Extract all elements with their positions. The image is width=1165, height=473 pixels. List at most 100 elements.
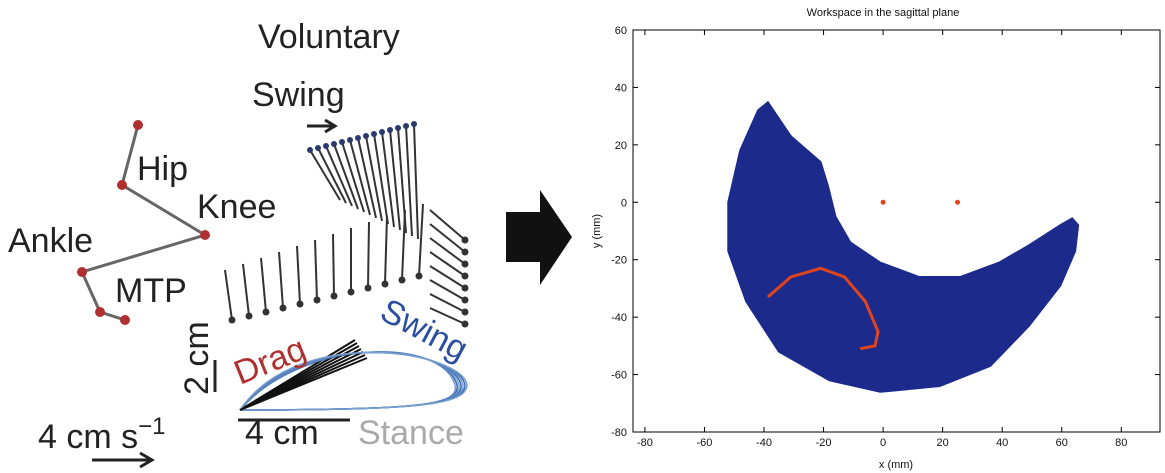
stick-joint — [355, 135, 361, 141]
stick — [389, 129, 401, 231]
stick-joint — [347, 137, 353, 143]
stick — [325, 145, 353, 207]
y-tick-label: -60 — [611, 370, 627, 382]
arrow — [92, 451, 155, 469]
stick — [314, 239, 318, 301]
stick-joint — [395, 125, 401, 131]
stick-traces — [224, 121, 469, 411]
y-tick-label: 40 — [615, 82, 627, 94]
x-tick-label: -80 — [637, 437, 653, 449]
stick — [429, 223, 466, 253]
label: Swing — [252, 76, 345, 114]
stick-joint — [339, 139, 345, 145]
stick — [384, 215, 388, 285]
stick-joint — [461, 236, 469, 244]
stick-joint — [379, 129, 385, 135]
y-tick-label: 60 — [615, 25, 627, 37]
swing-trace — [239, 351, 468, 411]
label: 4 cm s−1 — [38, 413, 166, 456]
stick-joint — [262, 308, 270, 316]
y-tick-label: 0 — [621, 197, 627, 209]
stick-joint — [461, 260, 469, 268]
x-tick-label: 0 — [880, 437, 886, 449]
chart: Workspace in the sagittal plane x (mm) y… — [591, 7, 1161, 471]
x-axis-label: x (mm) — [879, 459, 913, 471]
stick-joint — [403, 123, 409, 129]
stick — [429, 279, 466, 301]
label: 2 cm — [178, 321, 216, 395]
y-tick-label: -20 — [611, 255, 627, 267]
stick-joint — [347, 288, 355, 296]
stick-joint — [398, 276, 406, 284]
y-tick-label: -40 — [611, 312, 627, 324]
x-tick-label: -60 — [697, 437, 713, 449]
label: Knee — [197, 188, 276, 226]
stick — [429, 265, 466, 289]
point — [880, 199, 886, 205]
stick — [365, 135, 383, 222]
trajectory — [766, 266, 880, 351]
stick — [429, 293, 466, 313]
stick — [341, 141, 365, 213]
stick — [296, 245, 301, 305]
drag-arrow — [239, 357, 368, 411]
joints — [77, 120, 210, 325]
stick — [278, 251, 284, 309]
x-tick-label: -20 — [816, 437, 832, 449]
stick-joint — [313, 296, 321, 304]
stick — [332, 233, 335, 297]
stick-joint — [461, 248, 469, 256]
stick — [429, 209, 466, 241]
stick — [349, 139, 371, 216]
stick-joint — [387, 127, 393, 133]
stick-joint — [330, 292, 338, 300]
stick-joint — [461, 308, 469, 316]
label: 4 cm s — [38, 418, 138, 456]
stick — [242, 263, 250, 317]
stick-joint — [461, 284, 469, 292]
stick — [429, 237, 466, 265]
stick-joint — [315, 145, 321, 151]
x-tick-label: 60 — [1056, 437, 1068, 449]
stick-joint — [279, 304, 287, 312]
stick-joint — [245, 312, 253, 320]
y-tick-label: 20 — [615, 140, 627, 152]
stick-joint — [415, 272, 423, 280]
stick — [357, 137, 377, 219]
label: Hip — [137, 150, 188, 188]
x-tick-label: 80 — [1115, 437, 1127, 449]
y-tick-label: -80 — [611, 427, 627, 439]
chart-title: Workspace in the sagittal plane — [807, 7, 960, 19]
stick — [333, 143, 359, 210]
label: −1 — [138, 413, 165, 440]
stick-joint — [331, 141, 337, 147]
stick-joint — [411, 121, 417, 127]
stick — [367, 221, 370, 289]
stick — [309, 149, 341, 201]
stick — [401, 209, 406, 281]
stick-joint — [461, 272, 469, 280]
x-tick-label: -40 — [756, 437, 772, 449]
x-tick-label: 20 — [937, 437, 949, 449]
stick — [418, 203, 424, 277]
stick-joint — [323, 143, 329, 149]
stick-joint — [363, 133, 369, 139]
stick — [260, 257, 267, 313]
stick-joint — [364, 284, 372, 292]
stick — [429, 307, 466, 325]
stick — [429, 251, 466, 277]
stick — [413, 123, 419, 240]
stick — [381, 131, 395, 228]
big-arrow — [506, 190, 572, 285]
stick — [224, 269, 233, 321]
stick-joint — [381, 280, 389, 288]
stick-joint — [228, 316, 236, 324]
stick-joint — [296, 300, 304, 308]
label: Ankle — [8, 222, 93, 260]
y-axis-label: y (mm) — [591, 214, 603, 248]
x-tick-label: 40 — [996, 437, 1008, 449]
point — [955, 199, 961, 205]
stick-joint — [307, 147, 313, 153]
stick-joint — [371, 131, 377, 137]
